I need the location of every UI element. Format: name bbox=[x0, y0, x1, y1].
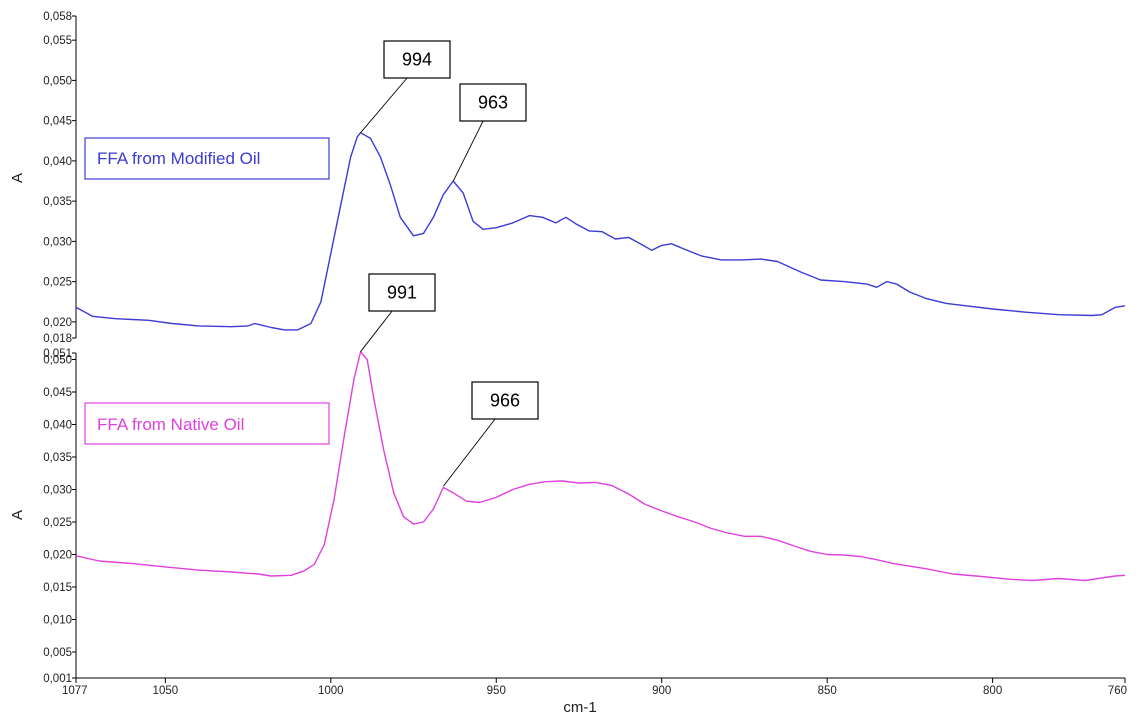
top-y-tick-label: 0,055 bbox=[43, 35, 72, 47]
annotation-box-963 bbox=[459, 83, 527, 122]
top-y-axis-title: A bbox=[9, 173, 26, 183]
bottom-annotations: 991 966 bbox=[360, 273, 539, 487]
annotation-label-991: 991 bbox=[387, 283, 417, 303]
bottom-y-tick-label: 0,005 bbox=[43, 647, 72, 659]
x-tick-label: 800 bbox=[983, 685, 1002, 697]
top-y-tick-label: 0,040 bbox=[43, 156, 72, 168]
top-legend-text: FFA from Modified Oil bbox=[97, 149, 260, 168]
top-y-ticks: 0,058 0,055 0,050 0,045 0,040 0,035 0,030 0,025… bbox=[43, 11, 76, 345]
x-tick-label: 1077 bbox=[62, 685, 88, 697]
top-y-tick-label: 0,050 bbox=[43, 75, 72, 87]
top-y-tick-label: 0,020 bbox=[43, 317, 72, 329]
top-legend-box bbox=[84, 137, 330, 180]
bottom-y-tick-label: 0,040 bbox=[43, 420, 72, 432]
top-annotations: 994 963 bbox=[360, 40, 527, 182]
annotation-leader-991 bbox=[360, 310, 393, 352]
x-tick-label: 1050 bbox=[153, 685, 179, 697]
bottom-y-tick-label: 0,051 bbox=[43, 348, 72, 360]
bottom-y-tick-label: 0,045 bbox=[43, 387, 72, 399]
bottom-y-tick-label: 0,025 bbox=[43, 517, 72, 529]
x-ticks: 1077 1050 1000 950 900 850 800 760 bbox=[62, 678, 1127, 697]
top-panel: 0,058 0,055 0,050 0,045 0,040 0,035 0,030 0,025… bbox=[9, 11, 1126, 345]
bottom-y-tick-label: 0,035 bbox=[43, 452, 72, 464]
annotation-label-966: 966 bbox=[490, 391, 520, 411]
bottom-legend-text: FFA from Native Oil bbox=[97, 415, 244, 434]
annotation-leader-994 bbox=[360, 77, 408, 134]
top-y-tick-label: 0,018 bbox=[43, 333, 72, 345]
bottom-legend: FFA from Native Oil bbox=[84, 402, 330, 445]
bottom-y-tick-label: 0,010 bbox=[43, 615, 72, 627]
top-y-tick-label: 0,045 bbox=[43, 116, 72, 128]
annotation-leader-963 bbox=[452, 120, 484, 182]
top-y-tick-label: 0,058 bbox=[43, 11, 72, 23]
bottom-legend-box bbox=[84, 402, 330, 445]
top-y-tick-label: 0,025 bbox=[43, 277, 72, 289]
bottom-y-tick-label: 0,050 bbox=[43, 355, 72, 367]
top-legend: FFA from Modified Oil bbox=[84, 137, 330, 180]
annotation-leader-966 bbox=[442, 418, 496, 487]
top-series-line bbox=[75, 132, 1126, 331]
bottom-y-axis-title: A bbox=[9, 510, 26, 520]
x-tick-label: 950 bbox=[487, 685, 506, 697]
annotation-label-994: 994 bbox=[402, 50, 432, 70]
top-y-tick-label: 0,030 bbox=[43, 236, 72, 248]
annotation-box-994 bbox=[383, 40, 451, 79]
annotation-label-963: 963 bbox=[478, 93, 508, 113]
x-tick-label: 1000 bbox=[318, 685, 344, 697]
x-axis-title: cm-1 bbox=[563, 699, 596, 716]
bottom-y-tick-label: 0,015 bbox=[43, 582, 72, 594]
bottom-y-tick-label: 0,001 bbox=[43, 673, 72, 685]
bottom-y-tick-label: 0,030 bbox=[43, 485, 72, 497]
top-y-tick-label: 0,035 bbox=[43, 196, 72, 208]
x-tick-label: 900 bbox=[652, 685, 671, 697]
annotation-box-991 bbox=[368, 273, 436, 312]
bottom-y-tick-label: 0,020 bbox=[43, 550, 72, 562]
annotation-box-966 bbox=[471, 381, 539, 420]
bottom-series-line bbox=[75, 351, 1126, 582]
x-tick-label: 850 bbox=[818, 685, 837, 697]
x-tick-label: 760 bbox=[1108, 685, 1127, 697]
